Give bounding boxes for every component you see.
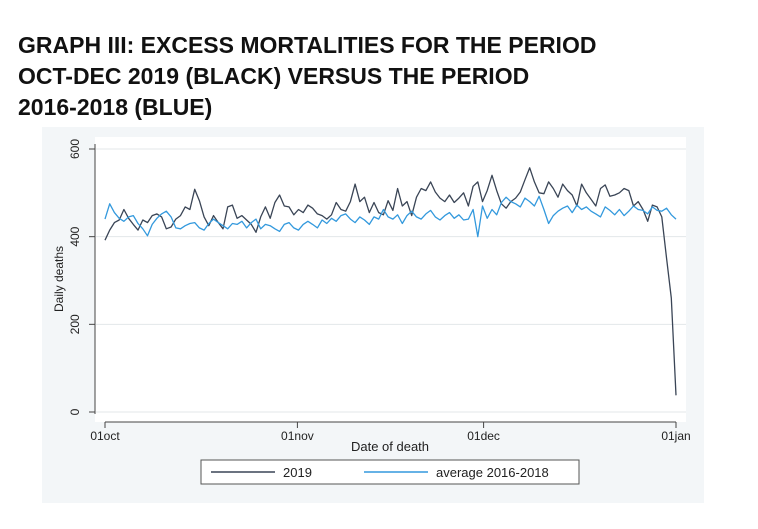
x-tick-label: 01nov xyxy=(281,429,314,443)
chart-title: GRAPH III: EXCESS MORTALITIES FOR THE PE… xyxy=(18,30,738,123)
series-lines xyxy=(104,167,677,396)
legend-label-2019: 2019 xyxy=(283,465,312,480)
x-axis-label: Date of death xyxy=(351,439,429,454)
legend-label-average: average 2016-2018 xyxy=(436,465,549,480)
plot-area xyxy=(95,137,686,422)
x-tick-label: 01dec xyxy=(467,429,500,443)
series-line-2019 xyxy=(104,167,677,396)
axes xyxy=(94,144,676,423)
axis-ticks: 0 200 400 600 01oct 01nov 01dec 01jan xyxy=(68,139,691,443)
x-tick-label: 01jan xyxy=(661,429,690,443)
series-line-average xyxy=(104,195,677,238)
y-axis-label: Daily deaths xyxy=(52,246,66,312)
y-tick-label: 400 xyxy=(68,226,82,246)
chart-figure: 0 200 400 600 01oct 01nov 01dec 01jan Daily dea… xyxy=(42,127,704,503)
y-tick-label: 600 xyxy=(68,139,82,159)
y-tick-label: 0 xyxy=(68,408,82,415)
y-tick-label: 200 xyxy=(68,314,82,334)
grid-lines xyxy=(96,148,686,413)
x-tick-label: 01oct xyxy=(90,429,120,443)
chart-title-line-1: GRAPH III: EXCESS MORTALITIES FOR THE PE… xyxy=(18,32,597,58)
chart-title-line-2: OCT-DEC 2019 (BLACK) VERSUS THE PERIOD xyxy=(18,63,530,89)
chart-title-line-3: 2016-2018 (BLUE) xyxy=(18,94,213,120)
legend: 2019 average 2016-2018 xyxy=(200,459,580,485)
line-chart: 0 200 400 600 01oct 01nov 01dec 01jan Daily dea… xyxy=(52,137,691,485)
